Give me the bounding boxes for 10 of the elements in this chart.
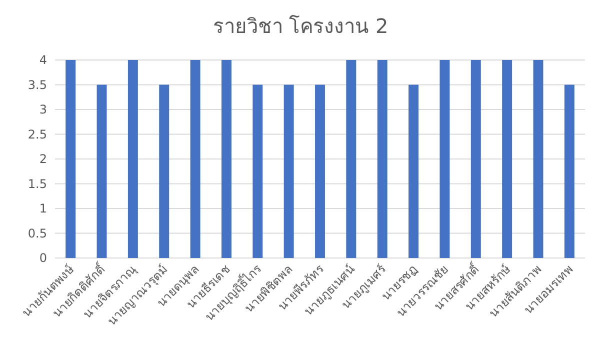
y-tick-label: 0.5 bbox=[28, 226, 47, 240]
y-tick-label: 3 bbox=[39, 102, 47, 116]
y-tick-label: 1.5 bbox=[28, 176, 47, 191]
chart-title: รายวิชา โครงงาน 2 bbox=[212, 14, 388, 38]
y-tick-label: 1 bbox=[39, 202, 47, 216]
y-tick-label: 4 bbox=[39, 53, 47, 67]
y-tick-label: 3.5 bbox=[28, 78, 47, 92]
y-tick-label: 2.5 bbox=[28, 127, 47, 142]
y-tick-label: 0 bbox=[39, 251, 47, 265]
y-tick-label: 2 bbox=[39, 152, 47, 166]
